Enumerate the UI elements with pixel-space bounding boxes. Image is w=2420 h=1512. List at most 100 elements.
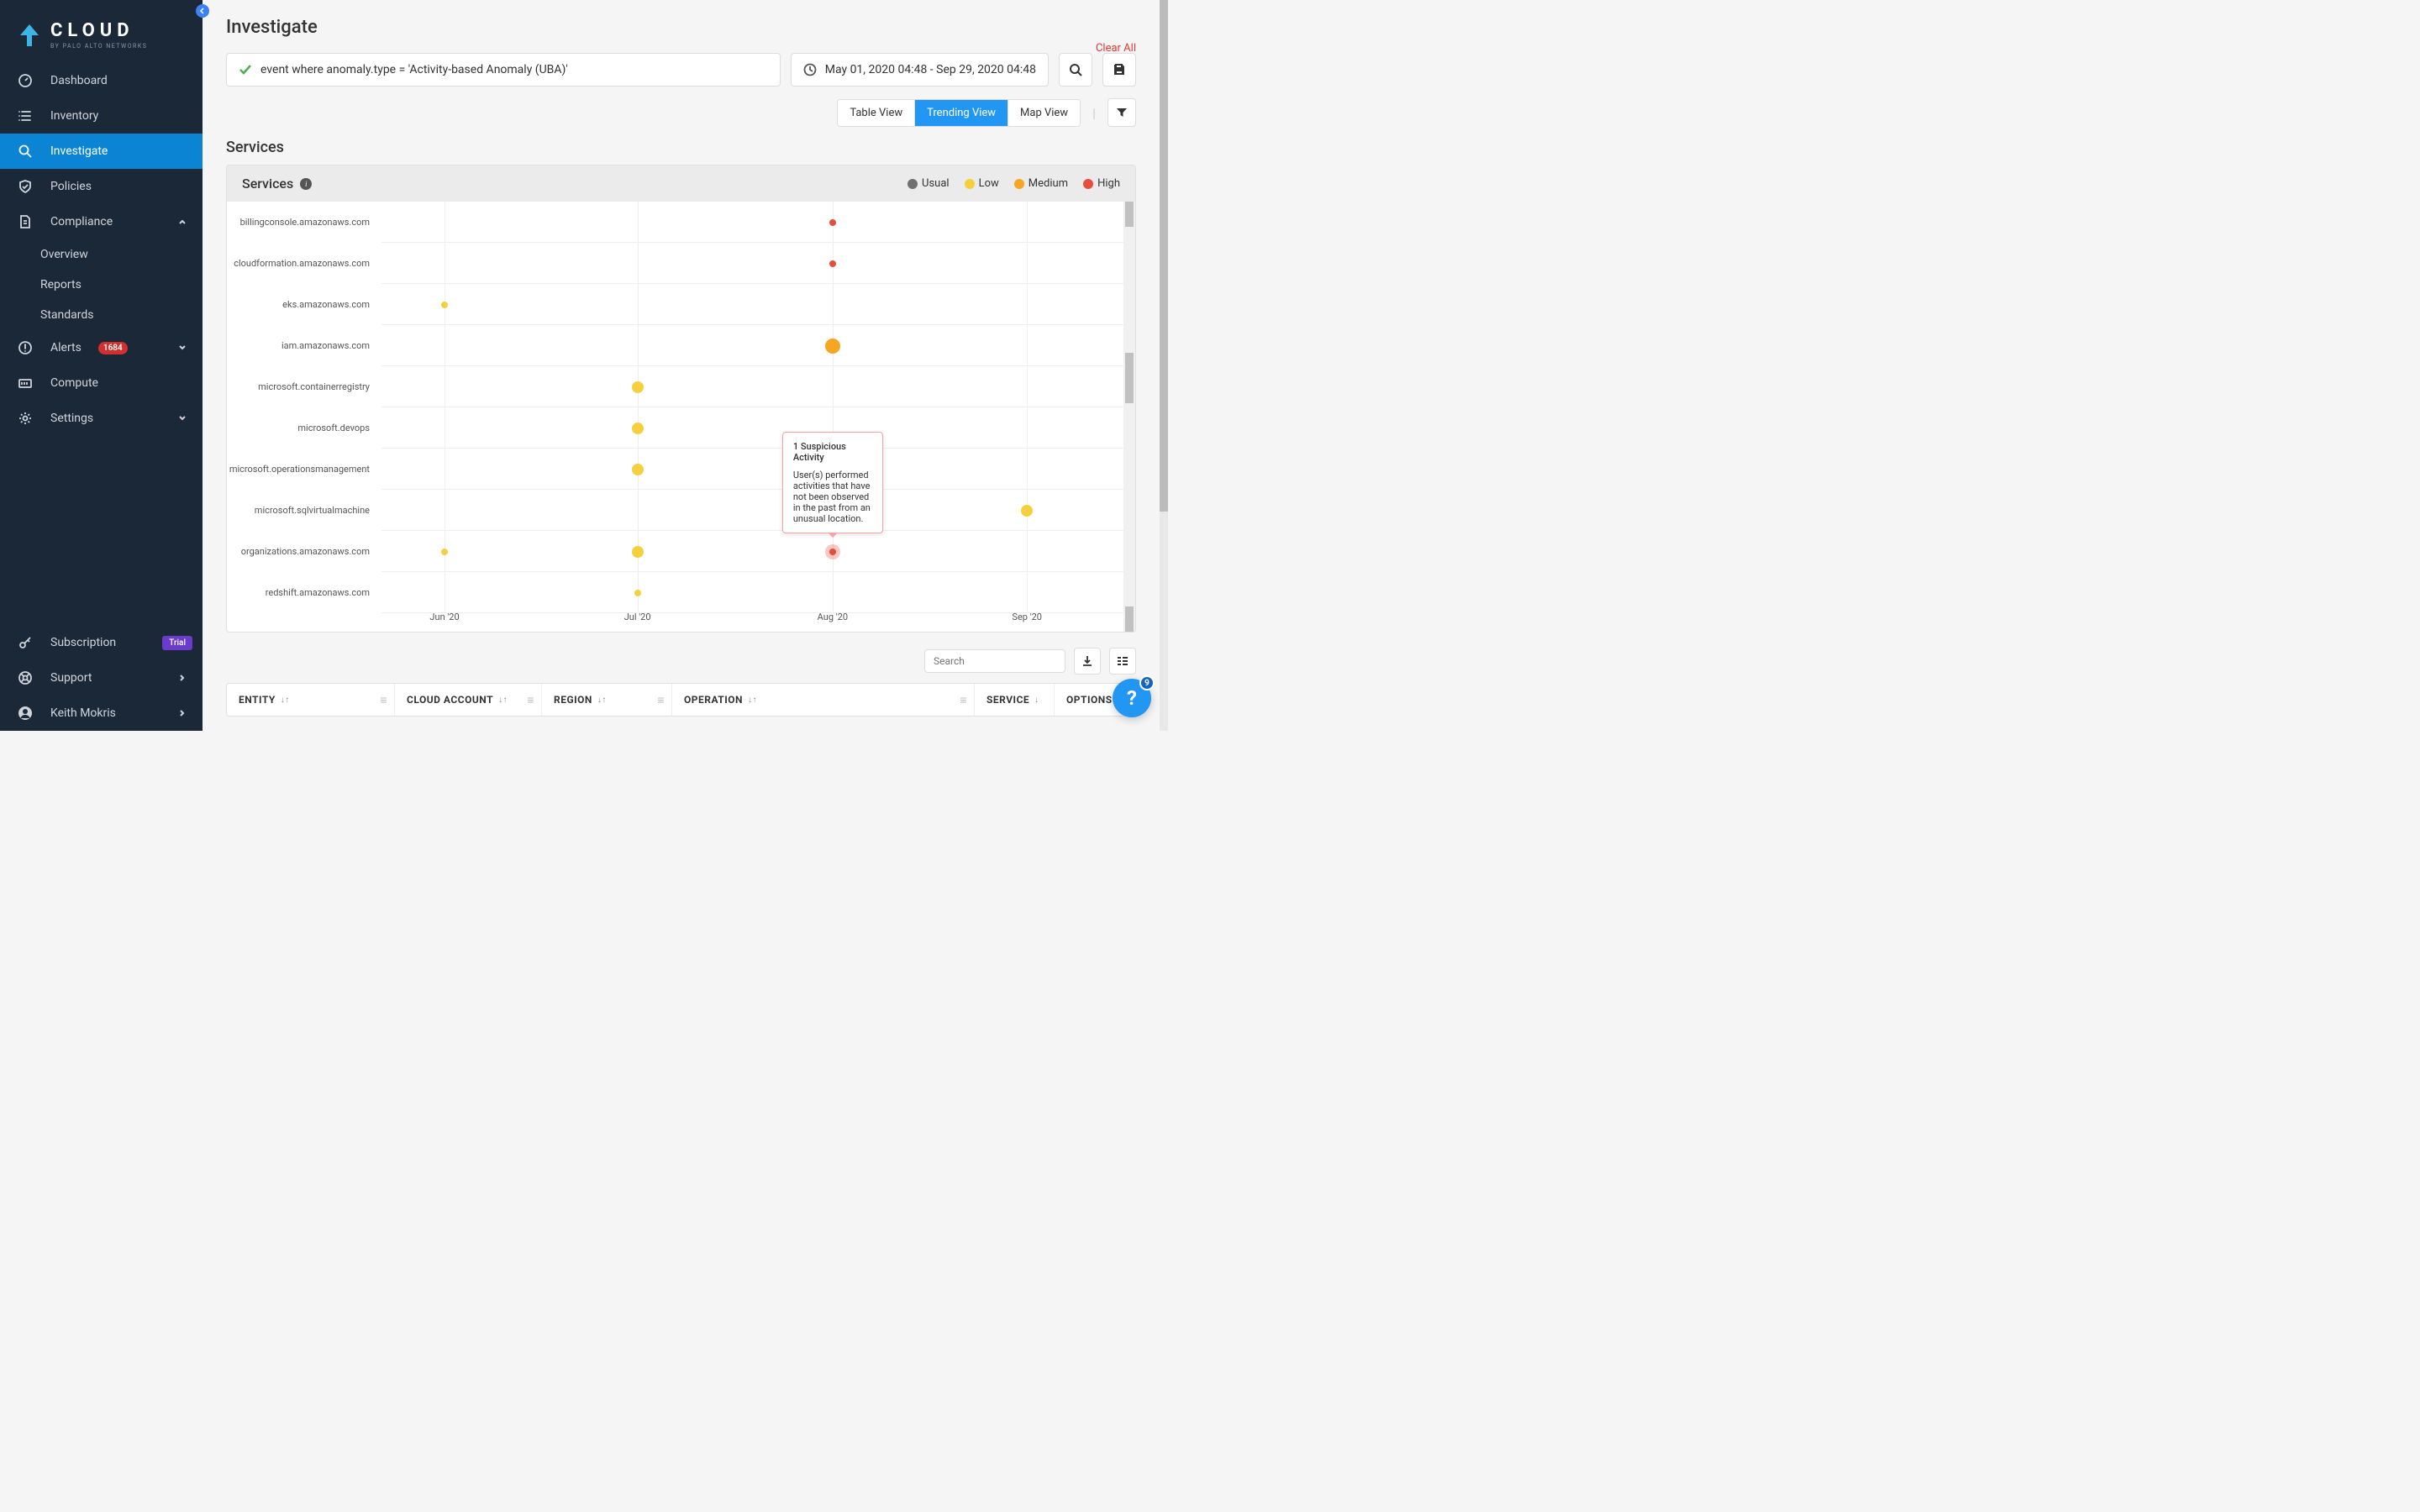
y-axis-label: microsoft.containerregistry bbox=[227, 366, 381, 407]
view-tab-trending-view[interactable]: Trending View bbox=[915, 100, 1008, 126]
y-axis-label: redshift.amazonaws.com bbox=[227, 572, 381, 613]
view-tabs: Table ViewTrending ViewMap View bbox=[837, 99, 1081, 127]
table-column-cloud-account[interactable]: CLOUD ACCOUNT↓↑≡ bbox=[395, 684, 542, 716]
table-header: ENTITY↓↑≡CLOUD ACCOUNT↓↑≡REGION↓↑≡OPERAT… bbox=[227, 684, 1135, 716]
chart-row bbox=[381, 284, 1123, 325]
brand-name: CLOUD bbox=[50, 20, 147, 41]
chart-point[interactable] bbox=[634, 590, 641, 596]
query-bar: event where anomaly.type = 'Activity-bas… bbox=[226, 53, 1136, 87]
drag-icon[interactable]: ≡ bbox=[527, 693, 534, 707]
chart-title: Services bbox=[242, 176, 293, 192]
chart-point[interactable] bbox=[632, 464, 644, 475]
chart-scrollbar[interactable] bbox=[1123, 202, 1135, 632]
x-axis-label: Aug '20 bbox=[818, 612, 848, 622]
chart-row bbox=[381, 490, 1123, 531]
legend-low: Low bbox=[965, 177, 999, 190]
search-input[interactable] bbox=[934, 655, 1065, 667]
sidebar-bottom-support[interactable]: Support bbox=[0, 660, 203, 696]
chart-point[interactable] bbox=[632, 423, 644, 434]
y-axis-label: organizations.amazonaws.com bbox=[227, 531, 381, 572]
legend-usual: Usual bbox=[908, 177, 950, 190]
sidebar-item-inventory[interactable]: Inventory bbox=[0, 98, 203, 134]
date-range-picker[interactable]: May 01, 2020 04:48 - Sep 29, 2020 04:48 bbox=[791, 53, 1049, 87]
main-content: Investigate Clear All event where anomal… bbox=[203, 0, 1160, 731]
chevron-right-icon bbox=[177, 673, 187, 683]
table-search[interactable] bbox=[924, 649, 1065, 673]
chart-point[interactable] bbox=[825, 339, 840, 354]
logo: CLOUD BY PALO ALTO NETWORKS bbox=[0, 0, 203, 63]
sidebar-item-label: Compliance bbox=[50, 215, 113, 228]
tooltip-title: 1 Suspicious Activity bbox=[793, 441, 872, 463]
chart-point[interactable] bbox=[829, 260, 836, 267]
query-input[interactable]: event where anomaly.type = 'Activity-bas… bbox=[226, 53, 781, 87]
sidebar-item-dashboard[interactable]: Dashboard bbox=[0, 63, 203, 98]
chart-row bbox=[381, 572, 1123, 613]
sidebar-item-settings[interactable]: Settings bbox=[0, 401, 203, 436]
plot-area[interactable]: 1 Suspicious ActivityUser(s) performed a… bbox=[381, 202, 1123, 632]
y-axis-label: microsoft.sqlvirtualmachine bbox=[227, 490, 381, 531]
label: Support bbox=[50, 671, 92, 685]
main-scrollbar[interactable] bbox=[1160, 0, 1168, 731]
doc-icon bbox=[17, 213, 34, 230]
drag-icon[interactable]: ≡ bbox=[380, 693, 387, 707]
check-icon bbox=[239, 63, 252, 76]
sort-icon: ↓↑ bbox=[748, 696, 757, 705]
chart-tooltip: 1 Suspicious ActivityUser(s) performed a… bbox=[782, 432, 883, 533]
nav-menu: Dashboard Inventory InvestigatePolicies Com… bbox=[0, 63, 203, 625]
download-button[interactable] bbox=[1074, 648, 1101, 675]
sidebar-subitem-reports[interactable]: Reports bbox=[0, 270, 203, 300]
view-tab-map-view[interactable]: Map View bbox=[1008, 100, 1080, 126]
chevron-up-icon bbox=[177, 217, 187, 227]
chart-point[interactable] bbox=[829, 219, 836, 226]
sidebar-bottom-subscription[interactable]: SubscriptionTrial bbox=[0, 625, 203, 660]
sidebar-subitem-overview[interactable]: Overview bbox=[0, 239, 203, 270]
results-table: ENTITY↓↑≡CLOUD ACCOUNT↓↑≡REGION↓↑≡OPERAT… bbox=[226, 683, 1136, 717]
search-button[interactable] bbox=[1059, 53, 1092, 87]
legend-medium: Medium bbox=[1014, 177, 1068, 190]
sidebar-item-alerts[interactable]: Alerts1684 bbox=[0, 330, 203, 365]
table-controls bbox=[226, 648, 1136, 675]
columns-button[interactable] bbox=[1109, 648, 1136, 675]
help-button[interactable]: ? 9 bbox=[1113, 679, 1151, 717]
search-icon bbox=[17, 143, 34, 160]
sidebar-item-policies[interactable]: Policies bbox=[0, 169, 203, 204]
grid-line bbox=[1027, 202, 1028, 612]
chart-point[interactable] bbox=[441, 549, 448, 555]
sidebar-item-investigate[interactable]: Investigate bbox=[0, 134, 203, 169]
clock-icon bbox=[803, 63, 817, 76]
clear-all-link[interactable]: Clear All bbox=[1096, 42, 1136, 55]
save-button[interactable] bbox=[1102, 53, 1136, 87]
sidebar-item-compliance[interactable]: Compliance bbox=[0, 204, 203, 239]
sidebar-item-compute[interactable]: Compute bbox=[0, 365, 203, 401]
date-range-text: May 01, 2020 04:48 - Sep 29, 2020 04:48 bbox=[825, 63, 1036, 76]
view-tab-table-view[interactable]: Table View bbox=[838, 100, 915, 126]
chart-row bbox=[381, 325, 1123, 366]
drag-icon[interactable]: ≡ bbox=[657, 693, 665, 707]
table-column-entity[interactable]: ENTITY↓↑≡ bbox=[227, 684, 395, 716]
sidebar-item-label: Inventory bbox=[50, 109, 98, 123]
y-axis-label: microsoft.operationsmanagement bbox=[227, 449, 381, 490]
chart-point[interactable] bbox=[829, 549, 836, 555]
page-title: Investigate bbox=[226, 17, 1136, 38]
sidebar-bottom-keith-mokris[interactable]: Keith Mokris bbox=[0, 696, 203, 731]
info-icon[interactable]: i bbox=[300, 178, 312, 190]
chart-legend: UsualLowMediumHigh bbox=[908, 177, 1120, 190]
user-icon bbox=[17, 705, 34, 722]
table-column-region[interactable]: REGION↓↑≡ bbox=[542, 684, 672, 716]
chart-point[interactable] bbox=[441, 302, 448, 308]
sort-icon: ↓↑ bbox=[281, 696, 290, 705]
y-axis-label: billingconsole.amazonaws.com bbox=[227, 202, 381, 243]
table-column-service[interactable]: SERVICE↓ bbox=[975, 684, 1055, 716]
gear-icon bbox=[17, 410, 34, 427]
chart-point[interactable] bbox=[1021, 505, 1033, 517]
drag-icon[interactable]: ≡ bbox=[960, 693, 967, 707]
filter-button[interactable] bbox=[1107, 98, 1136, 127]
chart-point[interactable] bbox=[632, 381, 644, 393]
chart-point[interactable] bbox=[632, 546, 644, 558]
sidebar-collapse-button[interactable] bbox=[196, 4, 209, 18]
chart-body: billingconsole.amazonaws.comcloudformati… bbox=[227, 202, 1135, 632]
view-controls: Table ViewTrending ViewMap View | bbox=[226, 98, 1136, 127]
sidebar-subitem-standards[interactable]: Standards bbox=[0, 300, 203, 330]
chart-row bbox=[381, 202, 1123, 243]
table-column-operation[interactable]: OPERATION↓↑≡ bbox=[672, 684, 975, 716]
